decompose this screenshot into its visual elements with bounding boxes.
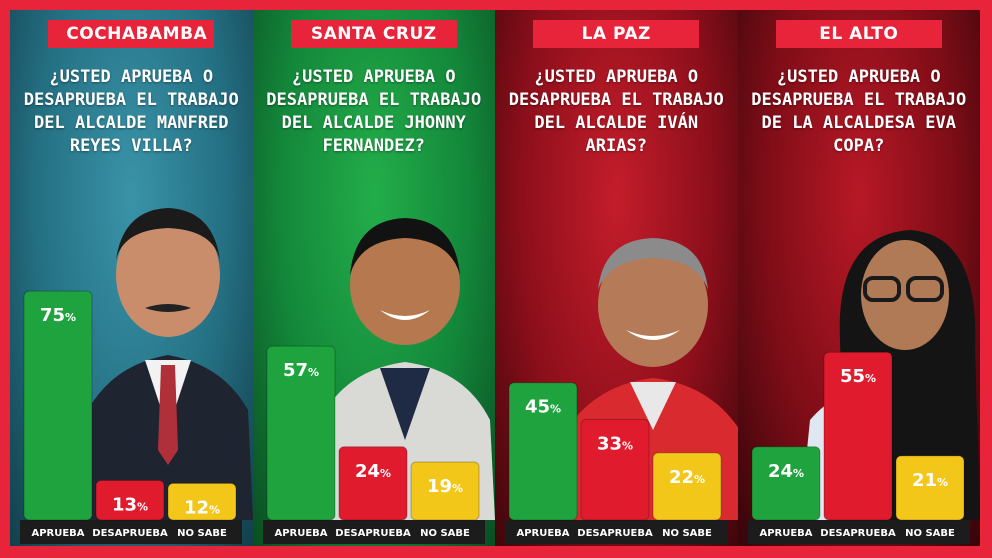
bar-no-sabe <box>652 452 722 521</box>
bar-value-label: 13% <box>112 494 148 515</box>
panel-la-paz: LA PAZ ¿USTED APRUEBA O DESAPRUEBA EL TR… <box>495 10 738 546</box>
panel-cochabamba: COCHABAMBA ¿USTED APRUEBA O DESAPRUEBA E… <box>10 10 253 546</box>
bar-chart: 24% APRUEBA 55% DESAPRUEBA 21% NO SABE <box>747 351 970 544</box>
city-tag: EL ALTO <box>775 20 942 48</box>
category-label: APRUEBA <box>274 528 327 539</box>
panel-santa-cruz: SANTA CRUZ ¿USTED APRUEBA O DESAPRUEBA E… <box>252 10 495 546</box>
city-tag: COCHABAMBA <box>48 20 215 48</box>
bar-chart: 45% APRUEBA 33% DESAPRUEBA 22% NO SABE <box>505 382 727 544</box>
category-label: NO SABE <box>177 528 227 539</box>
bar-desaprueba <box>338 446 407 521</box>
question-text: ¿USTED APRUEBA O DESAPRUEBA EL TRABAJO D… <box>508 67 724 156</box>
category-label: APRUEBA <box>31 528 84 539</box>
bar-value-label: 12% <box>184 497 220 518</box>
bar-value-label: 19% <box>426 476 462 497</box>
bar-value-label: 57% <box>282 360 318 381</box>
bar-aprueba <box>266 345 335 521</box>
category-strip <box>505 520 727 544</box>
poll-board: COCHABAMBA ¿USTED APRUEBA O DESAPRUEBA E… <box>10 10 980 546</box>
bar-desaprueba <box>580 418 650 521</box>
city-tag: SANTA CRUZ <box>290 20 457 48</box>
bar-desaprueba <box>95 479 165 521</box>
category-label: DESAPRUEBA <box>335 528 411 539</box>
bar-chart: 57% APRUEBA 24% DESAPRUEBA 19% NO SABE <box>262 345 485 544</box>
category-strip <box>20 520 242 544</box>
bar-aprueba <box>751 446 820 521</box>
bar-value-label: 75% <box>40 305 76 326</box>
bar-value-label: 24% <box>767 461 803 482</box>
bar-value-label: 24% <box>354 461 390 482</box>
bar-aprueba <box>23 290 93 521</box>
bar-no-sabe <box>410 461 479 521</box>
category-strip <box>262 520 485 544</box>
question-text: ¿USTED APRUEBA O DESAPRUEBA EL TRABAJO D… <box>23 67 239 156</box>
category-label: APRUEBA <box>759 528 812 539</box>
mayor-photo <box>82 208 253 520</box>
bar-value-label: 33% <box>597 433 633 454</box>
bar-aprueba <box>508 382 578 521</box>
category-label: DESAPRUEBA <box>820 528 896 539</box>
bar-value-label: 45% <box>525 397 561 418</box>
bar-value-label: 55% <box>839 366 875 387</box>
bar-no-sabe <box>895 455 964 521</box>
bar-value-label: 22% <box>669 467 705 488</box>
question-text: ¿USTED APRUEBA O DESAPRUEBA EL TRABAJO D… <box>266 67 482 156</box>
question-text: ¿USTED APRUEBA O DESAPRUEBA EL TRABAJO D… <box>751 67 967 156</box>
category-label: NO SABE <box>905 528 955 539</box>
category-strip <box>747 520 970 544</box>
category-label: APRUEBA <box>516 528 569 539</box>
category-label: NO SABE <box>420 528 470 539</box>
bar-no-sabe <box>167 482 237 521</box>
bar-desaprueba <box>823 351 892 521</box>
city-tag: LA PAZ <box>533 20 700 48</box>
category-label: NO SABE <box>662 528 712 539</box>
category-label: DESAPRUEBA <box>92 528 168 539</box>
panel-el-alto: EL ALTO ¿USTED APRUEBA O DESAPRUEBA EL T… <box>737 10 980 546</box>
bar-chart: 75% APRUEBA 13% DESAPRUEBA 12% NO SABE <box>20 290 242 544</box>
bar-value-label: 21% <box>911 470 947 491</box>
category-label: DESAPRUEBA <box>577 528 653 539</box>
